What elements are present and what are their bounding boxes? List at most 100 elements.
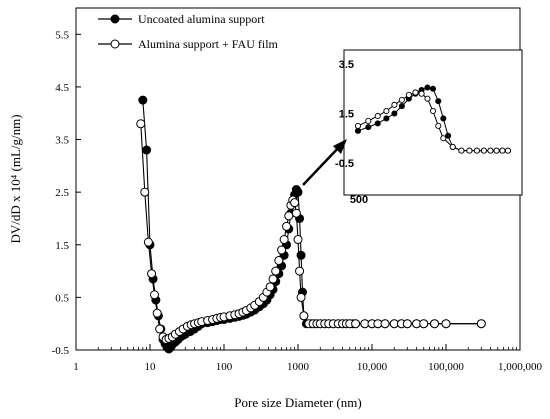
data-point-uncoated [138,95,148,105]
inset-y-tick-label: -0.5 [335,158,354,170]
data-point-fau-film [279,235,289,245]
inset-point-fau-film [473,147,480,154]
data-point-fau-film [268,274,278,284]
inset-point-fau-film [429,107,437,115]
legend-entry-fau-film: Alumina support + FAU film [98,37,279,51]
data-point-fau-film [430,319,440,329]
data-point-uncoated [142,145,152,155]
inset-point-fau-film [504,147,512,154]
data-point-fau-film [136,119,146,129]
inset-point-fau-film [449,143,456,150]
legend-entry-uncoated: Uncoated alumina support [98,12,265,26]
x-tick-label: 1 [73,361,79,373]
y-tick-label: 3.5 [55,135,69,147]
x-tick-label: 100,000 [428,361,464,373]
data-point-fau-film [290,198,300,208]
inset-point-uncoated [365,124,372,131]
x-axis-ticks: 1 10 100 1000 10,000 100,000 1,000,000 [73,344,543,373]
data-point-fau-film [296,292,306,302]
data-point-fau-film [284,211,294,221]
y-axis-ticks: -0.5 0.5 1.5 2.5 3.5 4.5 5.5 [52,29,81,357]
legend-marker-open [110,39,120,49]
inset-point-fau-film [412,89,419,96]
zoom-arrow-line [302,144,342,186]
inset-point-fau-film [458,147,465,154]
y-tick-label: 0.5 [55,292,69,304]
data-point-fau-film [380,319,390,329]
inset-y-ticks: -0.5 1.5 3.5 [335,59,354,170]
inset-point-fau-film [405,91,412,98]
inset-point-fau-film [365,117,372,124]
inset-point-uncoated [383,115,390,122]
zoom-arrow-head [333,139,347,154]
data-point-fau-film [265,282,275,292]
legend: Uncoated alumina support Alumina support… [98,12,279,51]
inset-point-fau-film [487,147,494,154]
data-point-fau-film [419,319,429,329]
x-tick-label: 100 [216,361,233,373]
data-point-fau-film [441,319,451,329]
inset-series-layer [354,84,512,154]
inset-point-uncoated [354,127,362,134]
data-point-fau-film [140,187,150,197]
inset-point-fau-film [398,96,405,103]
x-tick-label: 10 [145,361,157,373]
data-point-fau-film [155,324,165,334]
inset-point-fau-film [383,107,390,115]
inset-point-uncoated [429,85,437,92]
inset-point-uncoated [435,98,442,105]
inset-point-fau-film [374,112,381,120]
inset-point-fau-film [480,147,487,154]
data-point-fau-film [351,319,361,329]
y-axis-title: DV/dD x 10⁴ (mL/g/nm) [8,114,23,243]
series-layer [136,95,486,354]
inset-point-fau-film [354,122,362,129]
data-point-fau-film [147,269,157,279]
x-tick-label: 10,000 [357,361,388,373]
inset-point-uncoated [374,120,381,127]
x-tick-label: 1,000,000 [498,361,543,373]
y-tick-label: 4.5 [55,82,69,94]
y-tick-label: 5.5 [55,29,69,41]
inset-point-uncoated [445,132,452,139]
data-point-fau-film [143,237,153,247]
inset-point-fau-film [440,135,447,142]
inset-point-fau-film [435,122,442,129]
inset-x-tick-label: 500 [350,194,368,206]
data-point-fau-film [402,319,412,329]
inset-point-fau-film [424,95,431,102]
data-point-uncoated [293,187,303,197]
inset-frame [343,49,523,196]
inset-point-fau-film [391,101,398,108]
y-tick-label: 1.5 [55,240,69,252]
data-point-fau-film [277,245,287,255]
inset-point-uncoated [440,115,447,122]
inset-point-fau-film [418,90,425,97]
inset-point-uncoated [424,84,431,91]
inset-y-tick-label: 1.5 [339,109,354,121]
inset-point-fau-film [493,147,500,154]
inset-point-fau-film [499,147,506,154]
data-point-fau-film [271,266,281,276]
inset-point-fau-film [466,147,473,154]
legend-label-uncoated: Uncoated alumina support [138,12,265,26]
y-tick-label: 2.5 [55,187,69,199]
data-point-fau-film [291,208,301,218]
y-tick-label: -0.5 [52,345,70,357]
inset-point-uncoated [391,110,398,117]
legend-marker-filled [110,14,120,24]
inset-series-line-1 [357,91,508,152]
data-point-uncoated [296,250,306,260]
data-point-fau-film [295,266,305,276]
legend-label-fau-film: Alumina support + FAU film [138,37,279,51]
zoom-arrow [302,139,347,186]
data-point-fau-film [476,319,486,329]
x-tick-label: 1000 [287,361,310,373]
data-point-fau-film [299,311,309,321]
data-point-fau-film [149,290,159,300]
data-point-fau-film [282,221,292,231]
x-axis-title: Pore size Diameter (nm) [234,395,361,410]
data-point-fau-film [293,235,303,245]
inset: -0.5 1.5 3.5 500 [335,49,523,206]
